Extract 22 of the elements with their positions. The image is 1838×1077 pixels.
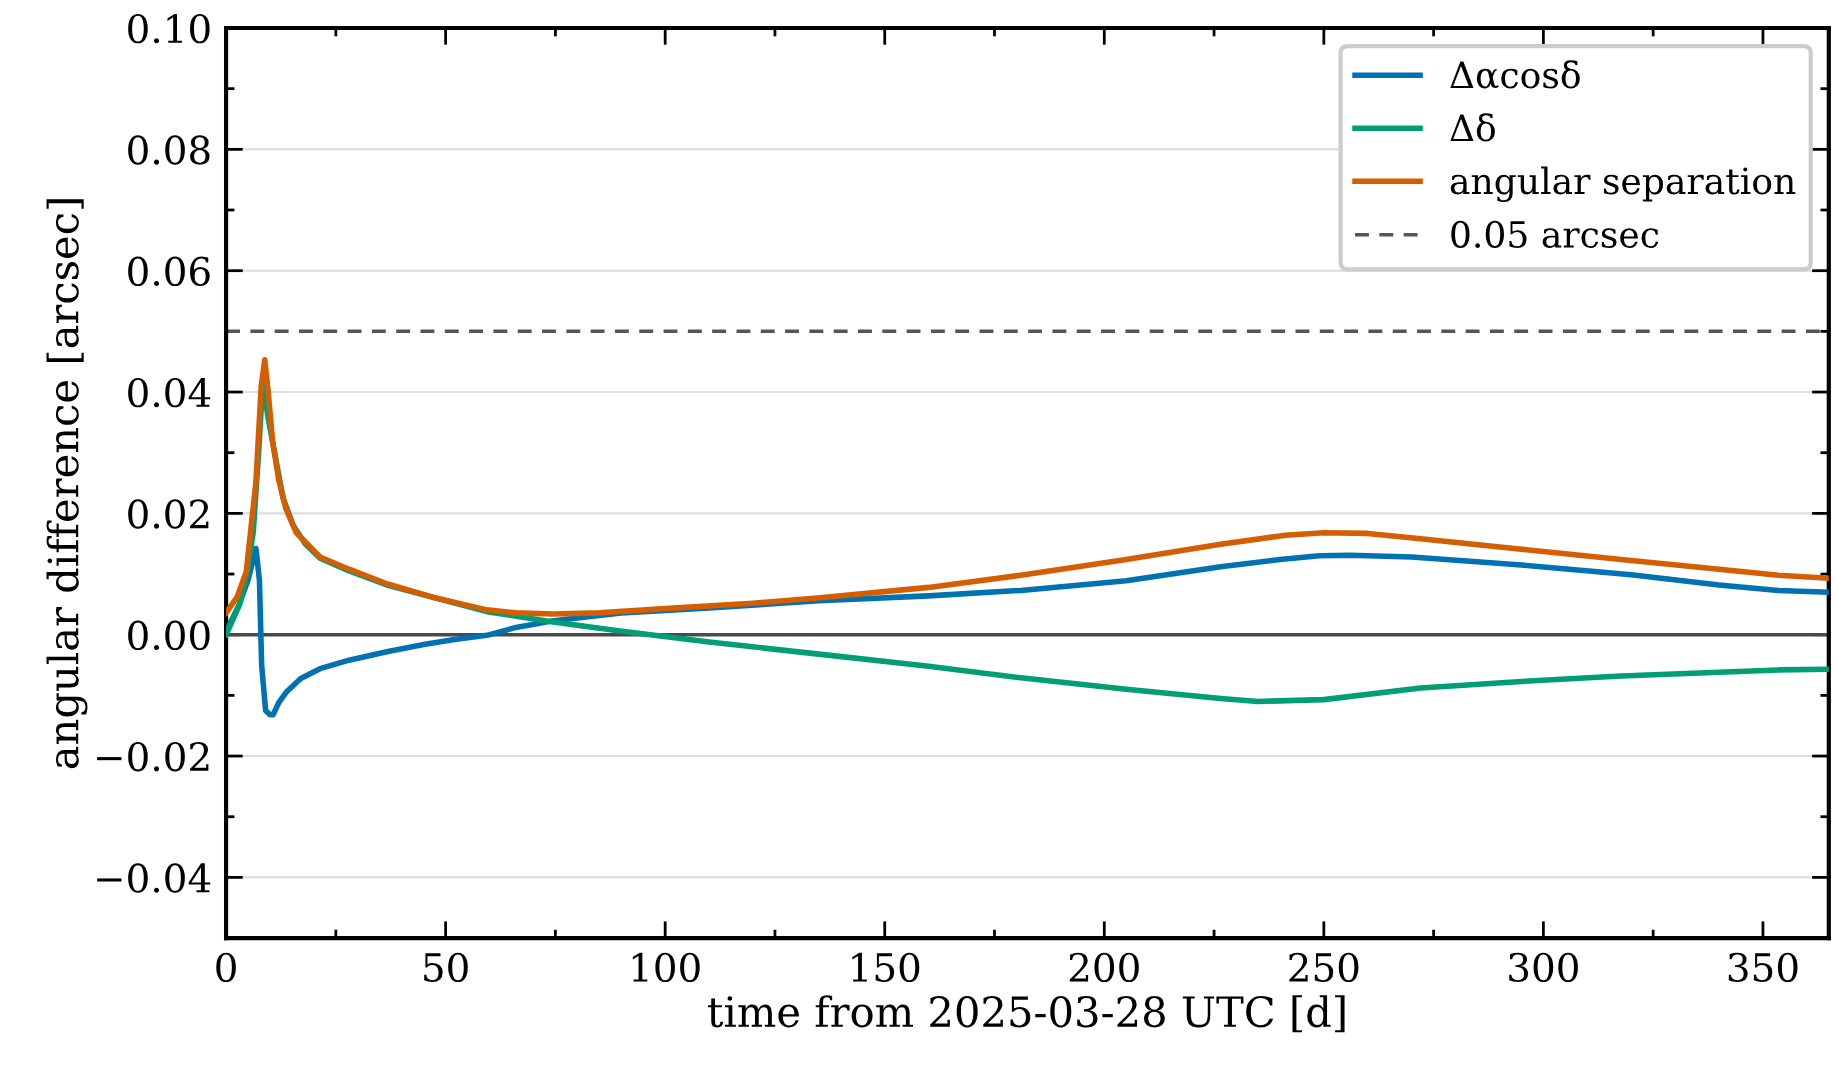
legend-label: Δδ (1450, 113, 1495, 142)
y-tick-label: −0.04 (97, 863, 211, 893)
x-tick-label: 300 (1509, 952, 1578, 983)
legend-label: Δαcosδ (1450, 60, 1580, 89)
x-tick-label: 350 (1728, 952, 1798, 983)
y-tick-label: 0.02 (128, 499, 209, 529)
x-tick-label: 200 (1069, 952, 1139, 983)
x-tick-label: 0 (216, 952, 236, 983)
y-tick-label: 0.10 (128, 13, 210, 44)
x-tick-label: 250 (1289, 952, 1359, 983)
y-axis-title: angular difference [arcsec] (46, 199, 88, 769)
y-tick-label: −0.02 (97, 741, 209, 772)
x-tick-label: 100 (632, 952, 700, 983)
y-tick-label: 0.06 (128, 256, 210, 287)
legend-label: 0.05 arcsec (1451, 220, 1659, 248)
y-tick-label: 0.00 (128, 620, 210, 651)
x-tick-label: 150 (852, 952, 920, 983)
y-tick-label: 0.08 (128, 135, 210, 165)
y-tick-label: 0.04 (128, 377, 211, 408)
legend-label: angular separation (1450, 166, 1796, 202)
x-axis-title: time from 2025-03-28 UTC [d] (707, 995, 1345, 1033)
x-tick-label: 50 (424, 952, 468, 983)
